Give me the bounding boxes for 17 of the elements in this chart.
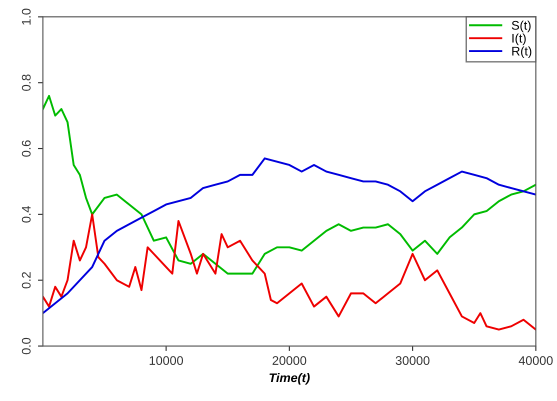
y-tick-label: 1.0 <box>22 8 31 25</box>
legend-label: I(t) <box>512 33 526 46</box>
y-tick-label: 0.8 <box>22 74 31 91</box>
y-tick-label: 0.6 <box>22 140 31 157</box>
x-tick-label: 40000 <box>518 356 553 365</box>
line-series <box>42 157 536 314</box>
legend-label: R(t) <box>512 46 532 58</box>
x-tick-label: 20000 <box>272 356 306 365</box>
line-series <box>42 94 536 275</box>
y-tick-label: 0.0 <box>22 338 31 354</box>
x-axis-title: Time(t) <box>270 372 310 385</box>
x-tick-label: 10000 <box>150 356 184 365</box>
y-tick-label: 0.4 <box>22 206 31 223</box>
y-tick-label: 0.2 <box>22 272 31 288</box>
line-series <box>42 213 536 331</box>
legend-label: S(t) <box>512 20 531 32</box>
x-tick-label: 30000 <box>396 356 430 365</box>
